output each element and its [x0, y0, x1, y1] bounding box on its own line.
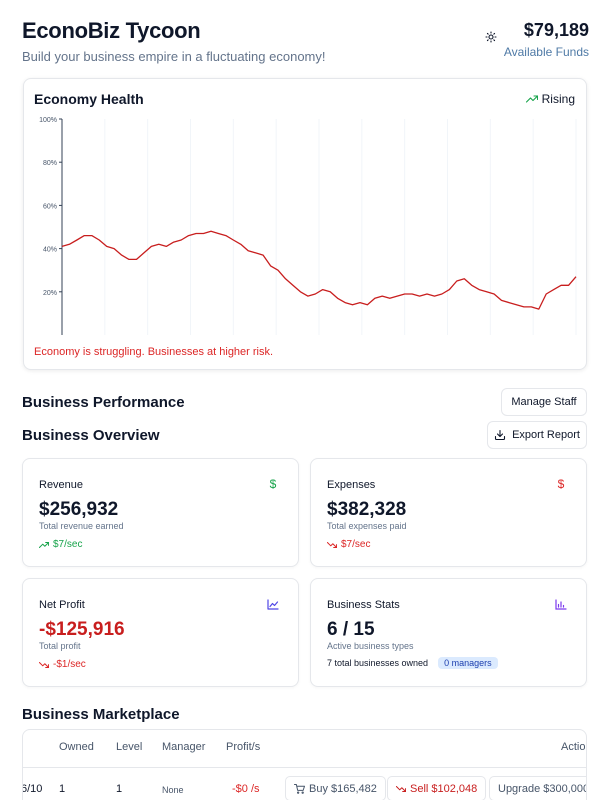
economy-trend: Rising [525, 92, 575, 106]
revenue-rate-value: $7/sec [53, 539, 83, 550]
sell-button[interactable]: Sell $102,048 [387, 776, 487, 800]
net-profit-rate-value: -$1/sec [53, 659, 86, 670]
app-header: EconoBiz Tycoon Build your business empi… [22, 18, 589, 64]
economy-health-chart: 20% 40% 60% 80% 100% [39, 117, 577, 335]
economy-health-card: Economy Health Rising 20% 40% 60% 80% 100% E… [23, 78, 587, 370]
manage-staff-label: Manage Staff [511, 396, 577, 408]
expenses-rate: $7/sec [327, 539, 370, 550]
bar-chart-icon [554, 597, 568, 611]
y-tick-label: 60% [43, 203, 57, 210]
upgrade-button[interactable]: Upgrade $300,000 [489, 776, 587, 800]
buy-label: Buy $165,482 [309, 782, 377, 795]
row-name-fragment: 6/10 [22, 783, 43, 795]
revenue-label: Revenue [39, 479, 84, 491]
economy-health-title: Economy Health [34, 91, 144, 107]
expenses-label: Expenses [327, 479, 376, 491]
y-tick-label: 80% [43, 160, 57, 167]
dollar-icon: $ [269, 477, 277, 491]
expenses-rate-value: $7/sec [341, 539, 371, 550]
trending-down-icon [396, 785, 406, 792]
sun-icon [485, 31, 497, 43]
expenses-sub: Total expenses paid [327, 521, 407, 531]
dollar-icon: $ [557, 477, 565, 491]
column-actions: Actions [561, 741, 586, 753]
expenses-value: $382,328 [327, 499, 407, 520]
revenue-value: $256,932 [39, 499, 119, 520]
business-stats-card: Business Stats 6 / 15 Active business ty… [310, 578, 587, 687]
y-tick-label: 20% [43, 290, 57, 297]
column-profit: Profit/s [226, 741, 261, 753]
net-profit-label: Net Profit [39, 599, 85, 611]
column-manager: Manager [162, 741, 206, 753]
row-manager: None [162, 785, 184, 795]
buy-button[interactable]: Buy $165,482 [285, 776, 386, 800]
row-divider [23, 767, 586, 768]
revenue-rate: $7/sec [39, 539, 82, 550]
net-profit-sub: Total profit [39, 641, 81, 651]
row-level: 1 [116, 783, 123, 795]
export-report-button[interactable]: Export Report [487, 421, 587, 449]
owned-count-text: 7 total businesses owned [327, 658, 429, 668]
managers-badge: 0 managers [438, 657, 498, 669]
trending-up-icon [525, 95, 538, 103]
revenue-sub: Total revenue earned [39, 521, 124, 531]
trending-down-icon [327, 541, 337, 548]
app-subtitle: Build your business empire in a fluctuat… [22, 49, 326, 64]
funds-display: $79,189 Available Funds [504, 20, 589, 59]
business-marketplace-title: Business Marketplace [22, 706, 180, 723]
funds-value: $79,189 [523, 20, 589, 40]
export-report-label: Export Report [512, 429, 580, 441]
theme-toggle-button[interactable] [482, 28, 500, 46]
revenue-card: Revenue $ $256,932 Total revenue earned … [22, 458, 299, 567]
net-profit-rate: -$1/sec [39, 659, 86, 670]
upgrade-label: Upgrade $300,000 [498, 782, 587, 795]
business-stats-value: 6 / 15 [327, 619, 375, 640]
business-stats-sub: Active business types [327, 641, 414, 651]
download-icon [495, 429, 506, 441]
row-owned: 1 [59, 783, 66, 795]
line-chart-icon [266, 597, 280, 611]
marketplace-table: Owned Level Manager Profit/s Actions 6/1… [22, 729, 587, 800]
business-stats-label: Business Stats [327, 599, 400, 611]
trending-up-icon [39, 541, 49, 548]
app-title: EconoBiz Tycoon [22, 18, 201, 43]
column-owned: Owned [59, 741, 94, 753]
y-tick-label: 100% [39, 117, 57, 124]
net-profit-value: -$125,916 [39, 619, 125, 640]
expenses-card: Expenses $ $382,328 Total expenses paid … [310, 458, 587, 567]
y-tick-label: 40% [43, 247, 57, 254]
row-profit: -$0 /s [232, 783, 260, 795]
business-performance-title: Business Performance [22, 394, 185, 411]
business-stats-owned: 7 total businesses owned 0 managers [327, 657, 498, 669]
economy-health-line [61, 230, 577, 310]
economy-status-message: Economy is struggling. Businesses at hig… [34, 346, 274, 358]
business-overview-title: Business Overview [22, 427, 160, 444]
economy-trend-label: Rising [541, 92, 575, 106]
net-profit-card: Net Profit -$125,916 Total profit -$1/se… [22, 578, 299, 687]
manage-staff-button[interactable]: Manage Staff [501, 388, 587, 416]
cart-icon [294, 783, 305, 794]
sell-label: Sell $102,048 [410, 782, 478, 795]
trending-down-icon [39, 661, 49, 668]
funds-label: Available Funds [503, 45, 589, 59]
column-level: Level [116, 741, 143, 753]
